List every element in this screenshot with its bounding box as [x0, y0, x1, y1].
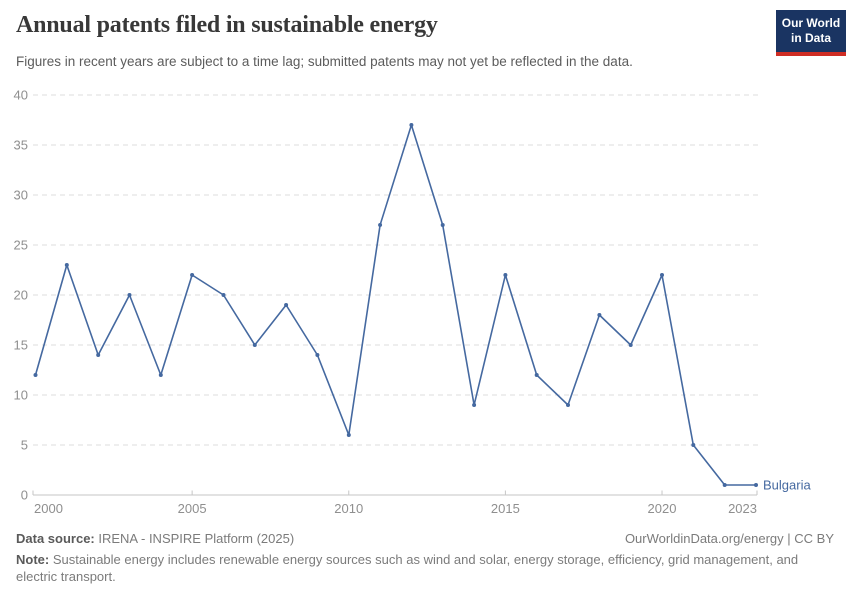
x-tick-label: 2015	[491, 501, 520, 516]
y-tick-label: 25	[14, 238, 28, 253]
x-tick-label: 2000	[34, 501, 63, 516]
data-point[interactable]	[315, 353, 320, 357]
data-point[interactable]	[534, 373, 539, 377]
data-point[interactable]	[158, 373, 163, 377]
data-point[interactable]	[409, 123, 414, 127]
data-point[interactable]	[64, 263, 69, 267]
data-source-label: Data source:	[16, 531, 95, 546]
data-point[interactable]	[597, 313, 602, 317]
y-tick-label: 35	[14, 138, 28, 153]
data-point[interactable]	[33, 373, 38, 377]
data-point[interactable]	[440, 223, 445, 227]
line-chart[interactable]: 0 5 10 15 20 25 30 35 40 2000 2005 2010 2015 2020 2023…	[0, 80, 850, 525]
y-tick-label: 15	[14, 338, 28, 353]
y-tick-label: 0	[21, 488, 28, 503]
data-point[interactable]	[566, 403, 570, 407]
x-tick-label: 2005	[178, 501, 207, 516]
data-point[interactable]	[221, 293, 226, 297]
chart-note: Note: Sustainable energy includes renewa…	[16, 551, 804, 585]
x-tick-label: 2010	[334, 501, 363, 516]
data-source[interactable]: Data source: IRENA - INSPIRE Platform (2…	[16, 531, 294, 546]
data-point[interactable]	[503, 273, 508, 277]
note-label: Note:	[16, 552, 50, 567]
data-point[interactable]	[722, 483, 727, 487]
data-source-value: IRENA - INSPIRE Platform (2025)	[98, 531, 295, 546]
data-point[interactable]	[660, 273, 664, 277]
y-tick-label: 30	[14, 188, 28, 203]
data-point[interactable]	[252, 343, 257, 347]
data-point[interactable]	[96, 353, 101, 357]
owid-logo[interactable]: Our World in Data	[776, 10, 846, 56]
y-tick-label: 5	[21, 438, 28, 453]
data-point[interactable]	[691, 443, 696, 447]
data-point[interactable]	[190, 273, 195, 277]
logo-line2: in Data	[790, 31, 831, 46]
data-line[interactable]	[34, 124, 757, 486]
data-point[interactable]	[127, 293, 132, 297]
data-point[interactable]	[378, 223, 383, 227]
owid-license-link[interactable]: OurWorldinData.org/energy | CC BY	[624, 531, 834, 546]
data-point[interactable]	[628, 343, 633, 347]
note-value: Sustainable energy includes renewable en…	[16, 552, 799, 585]
y-tick-label: 40	[14, 88, 28, 103]
data-point[interactable]	[346, 433, 351, 437]
page-title: Annual patents filed in sustainable ener…	[16, 12, 438, 38]
y-tick-label: 10	[14, 388, 28, 403]
y-tick-label: 20	[14, 288, 28, 303]
chart-subtitle: Figures in recent years are subject to a…	[16, 54, 633, 69]
logo-line1: Our World	[781, 16, 841, 30]
series-end-label[interactable]: Bulgaria	[763, 478, 811, 493]
x-tick-label: 2020	[648, 501, 677, 516]
x-tick-label: 2023	[728, 501, 757, 516]
data-point[interactable]	[284, 303, 289, 307]
data-point[interactable]	[472, 403, 477, 407]
data-point[interactable]	[754, 483, 758, 487]
